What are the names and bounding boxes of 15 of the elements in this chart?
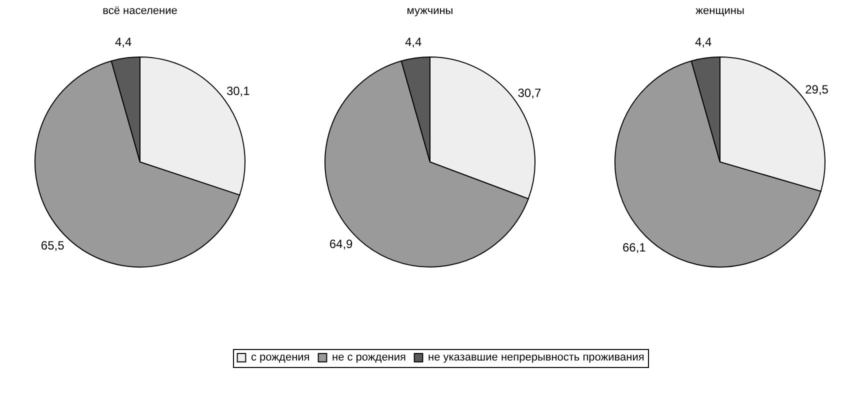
legend-label: не с рождения <box>332 352 406 364</box>
data-label: 4,4 <box>114 35 132 50</box>
data-label: 64,9 <box>329 236 354 251</box>
data-label: 65,5 <box>40 238 65 253</box>
data-label: 66,1 <box>622 240 646 254</box>
chart-title: женщины <box>696 5 744 18</box>
chart-title: мужчины <box>406 5 454 18</box>
data-label: 29,5 <box>805 82 829 96</box>
data-label: 30,1 <box>226 84 250 98</box>
data-label: 30,7 <box>518 86 542 100</box>
legend-label: с рождения <box>251 352 310 364</box>
legend-label: не указавшие непрерывность проживания <box>428 352 644 364</box>
data-label: 4,4 <box>404 35 422 50</box>
chart-title: всё население <box>102 5 178 18</box>
data-label: 4,4 <box>694 35 712 50</box>
